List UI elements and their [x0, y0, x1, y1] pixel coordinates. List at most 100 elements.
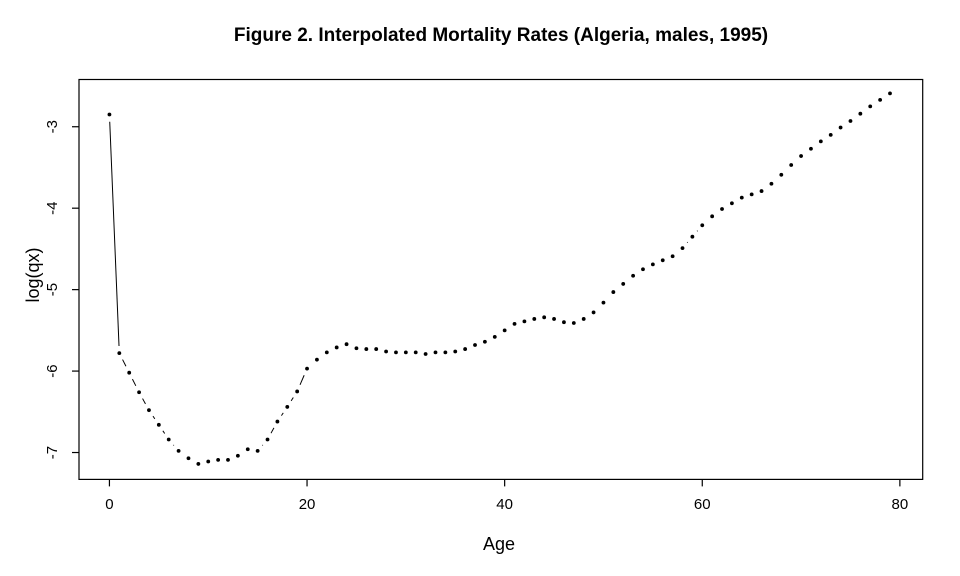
data-point: [235, 453, 240, 458]
connector-segment: [131, 378, 137, 387]
data-point: [562, 320, 566, 325]
connector-segment: [290, 397, 294, 402]
data-point: [818, 139, 823, 144]
y-axis-title: log(qx): [23, 247, 44, 303]
data-point: [878, 97, 883, 102]
data-point: [888, 91, 892, 96]
data-point: [423, 352, 428, 356]
data-point: [601, 300, 606, 305]
data-point: [156, 422, 161, 427]
data-point: [305, 366, 309, 371]
data-point: [463, 347, 468, 351]
data-point: [295, 389, 300, 394]
data-point: [206, 459, 211, 464]
data-point: [137, 390, 141, 395]
data-point: [255, 448, 260, 453]
data-point: [176, 448, 181, 453]
data-point: [107, 112, 112, 117]
connector-segment: [122, 359, 127, 367]
y-tick-label: -5: [44, 283, 61, 296]
data-point: [374, 347, 379, 351]
data-point: [384, 349, 388, 354]
y-tick-label: -7: [44, 446, 61, 459]
data-point: [532, 317, 537, 321]
data-point: [680, 246, 685, 250]
x-tick-label: 60: [694, 496, 711, 513]
x-tick-label: 40: [496, 496, 513, 513]
data-point: [482, 339, 487, 344]
data-point: [216, 457, 221, 462]
data-point: [552, 317, 556, 321]
connector-segment: [270, 427, 275, 434]
data-point: [492, 334, 497, 339]
data-point: [147, 408, 151, 413]
data-point: [641, 267, 645, 272]
connector-segment: [142, 398, 146, 405]
data-point: [433, 350, 438, 355]
data-point: [789, 163, 794, 167]
data-point: [275, 419, 280, 424]
data-point: [315, 357, 319, 362]
data-point: [631, 273, 636, 278]
y-tick-label: -3: [44, 120, 61, 133]
data-point: [838, 125, 843, 130]
data-point: [581, 317, 586, 321]
data-point: [186, 456, 191, 461]
connector-segment: [162, 430, 166, 434]
data-point: [473, 343, 477, 347]
data-point: [334, 345, 339, 350]
data-point: [571, 321, 576, 325]
figure-title: Figure 2. Interpolated Mortality Rates (…: [233, 25, 769, 46]
x-tick-label: 20: [299, 496, 316, 513]
data-point: [650, 262, 655, 267]
data-point: [828, 132, 833, 137]
x-tick-label: 80: [892, 496, 909, 513]
data-point: [700, 223, 705, 228]
data-point: [502, 328, 507, 333]
data-point: [226, 457, 230, 462]
data-point: [413, 350, 418, 355]
connector-segment: [281, 412, 284, 416]
data-point: [245, 447, 250, 452]
x-tick-label: 0: [105, 496, 113, 513]
data-point: [621, 282, 626, 286]
data-point: [720, 207, 724, 211]
data-point: [759, 189, 764, 193]
data-point: [127, 370, 132, 375]
data-point: [730, 201, 734, 206]
data-point: [799, 154, 803, 158]
data-point: [710, 214, 715, 219]
data-point: [196, 462, 201, 466]
data-point: [324, 350, 329, 355]
data-point: [403, 350, 408, 355]
data-point: [453, 349, 458, 354]
y-tick-label: -6: [44, 364, 61, 377]
data-point: [542, 315, 547, 320]
x-axis-title: Age: [482, 534, 516, 554]
data-point: [394, 350, 398, 355]
data-point: [690, 234, 695, 239]
data-point: [809, 146, 813, 151]
data-point: [166, 437, 171, 442]
plot-border: [78, 78, 924, 480]
data-point: [265, 437, 270, 442]
data-point: [868, 104, 873, 109]
data-point: [344, 342, 349, 347]
data-point: [364, 347, 369, 351]
data-point: [522, 319, 527, 324]
data-point: [512, 321, 517, 326]
data-point: [769, 181, 774, 186]
connector-segment: [299, 375, 305, 386]
data-point: [670, 254, 675, 259]
data-point: [443, 350, 448, 355]
data-point: [611, 290, 616, 294]
data-point: [848, 119, 853, 123]
data-point: [779, 172, 784, 177]
data-point: [749, 192, 754, 197]
data-point: [117, 351, 122, 356]
y-tick-label: -4: [44, 202, 61, 215]
data-point: [739, 195, 744, 200]
data-point: [591, 310, 596, 315]
